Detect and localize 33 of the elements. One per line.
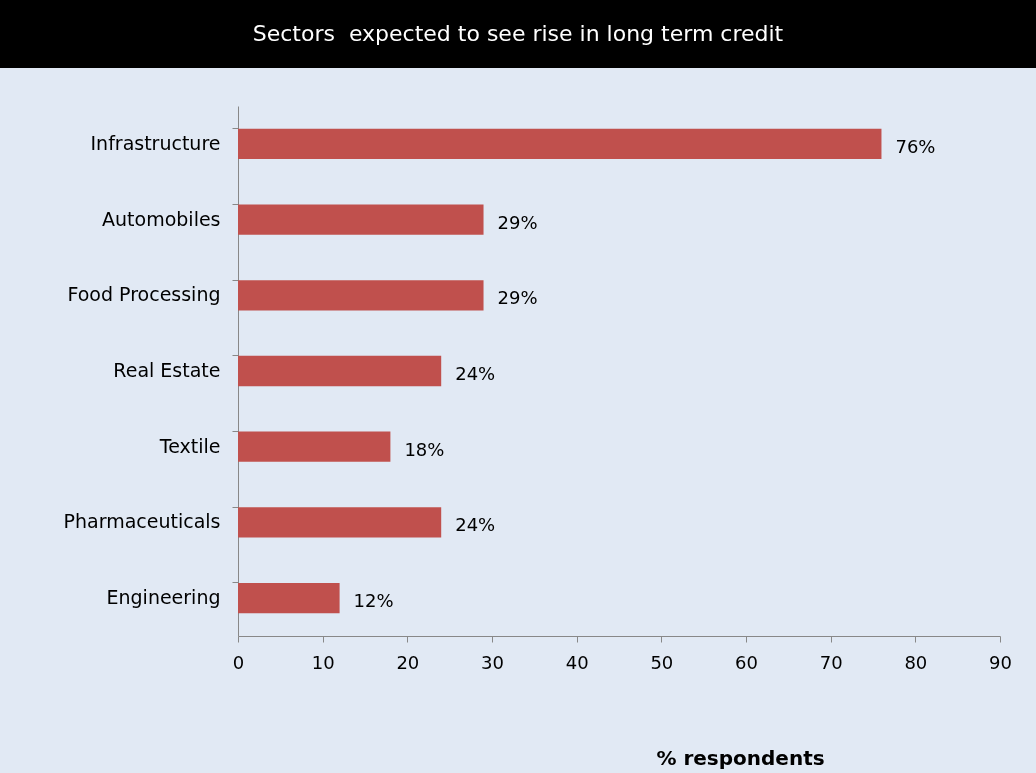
data-label: 18%: [404, 438, 445, 460]
x-tick-label: 0: [232, 651, 245, 673]
y-tick-label: Engineering: [106, 586, 221, 609]
y-tick-label: Automobiles: [102, 207, 221, 230]
data-label: 76%: [895, 135, 936, 157]
x-tick-label: 40: [565, 651, 589, 673]
bar: [238, 431, 391, 462]
x-tick-label: 30: [481, 651, 504, 673]
y-tick-label: Food Processing: [67, 283, 221, 306]
data-label: 24%: [455, 514, 496, 536]
y-tick-label: Infrastructure: [90, 131, 221, 154]
y-tick-label: Pharmaceuticals: [63, 510, 221, 533]
x-tick-label: 60: [735, 651, 758, 673]
bar: [238, 355, 442, 387]
x-tick-label: 20: [396, 651, 420, 673]
bar: [238, 128, 882, 159]
data-label: 29%: [497, 211, 538, 233]
y-tick-label: Textile: [158, 434, 221, 457]
bar: [238, 280, 484, 311]
data-label: 12%: [353, 590, 394, 612]
x-tick-label: 90: [989, 651, 1012, 673]
x-tick-label: 70: [819, 651, 843, 673]
x-tick-label: 50: [650, 651, 674, 673]
x-axis-title: % respondents: [656, 745, 825, 770]
bar: [238, 204, 484, 235]
bar: [238, 507, 442, 538]
y-tick-label: Real Estate: [113, 359, 221, 381]
x-tick-label: 10: [311, 651, 335, 673]
x-tick-label: 80: [904, 651, 928, 673]
data-label: 24%: [455, 363, 496, 384]
chart-title: Sectors expected to see rise in long term credit: [0, 0, 1036, 68]
data-label: 29%: [497, 287, 538, 309]
bar: [238, 583, 340, 614]
